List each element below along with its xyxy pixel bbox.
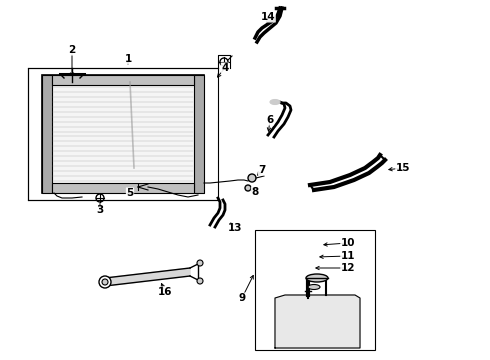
Text: 10: 10 [341,238,355,248]
Polygon shape [105,268,190,286]
Text: 14: 14 [261,12,275,22]
Bar [52,85,194,183]
Text: 11: 11 [341,251,355,261]
Circle shape [197,278,203,284]
Text: 5: 5 [126,188,134,198]
Text: 3: 3 [97,205,103,215]
Text: 1: 1 [124,54,132,64]
Circle shape [102,279,108,285]
Text: 15: 15 [396,163,410,173]
Bar [52,183,194,193]
Circle shape [197,260,203,266]
Polygon shape [275,295,360,348]
Text: 12: 12 [341,263,355,273]
Circle shape [245,185,251,191]
Text: 8: 8 [251,187,259,197]
Text: 4: 4 [221,63,229,73]
Text: 6: 6 [267,115,273,125]
Circle shape [248,174,256,182]
Text: 2: 2 [69,45,75,55]
Bar [42,75,52,193]
Text: 9: 9 [239,293,245,303]
Bar [42,75,204,193]
Text: 7: 7 [258,165,266,175]
Ellipse shape [308,284,320,289]
Bar [28,68,218,200]
Circle shape [99,276,111,288]
Ellipse shape [270,99,280,104]
Ellipse shape [306,274,328,282]
Bar [194,75,204,193]
Text: 16: 16 [158,287,172,297]
Text: 13: 13 [228,223,242,233]
Bar [52,75,194,85]
Bar [255,230,375,350]
